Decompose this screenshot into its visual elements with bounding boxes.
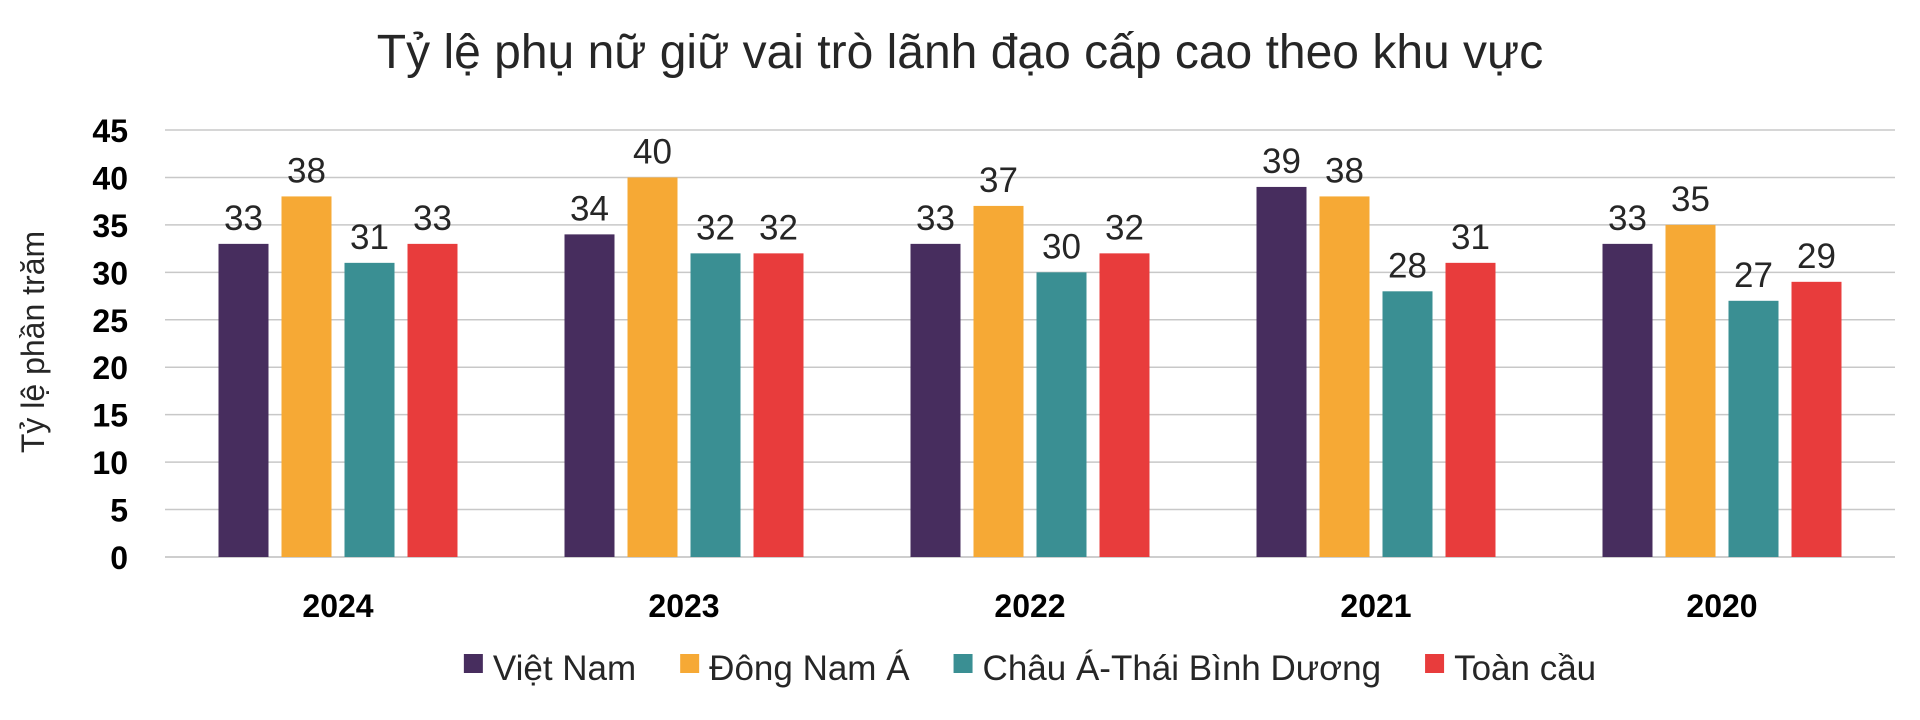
bar — [344, 262, 395, 557]
y-tick-label: 30 — [92, 255, 128, 291]
y-tick-label: 20 — [92, 350, 128, 386]
data-label: 32 — [1105, 208, 1144, 247]
legend-item: Việt Nam — [463, 649, 636, 688]
bar — [1791, 281, 1842, 557]
data-label: 27 — [1734, 256, 1773, 295]
y-tick-label: 5 — [110, 493, 128, 529]
y-tick-label: 10 — [92, 445, 128, 481]
legend-swatch — [953, 654, 973, 673]
bar — [1256, 186, 1307, 557]
bar — [1602, 243, 1653, 557]
data-label: 34 — [570, 189, 609, 228]
data-label: 37 — [979, 161, 1018, 200]
x-tick-label: 2020 — [1686, 588, 1757, 624]
legend-swatch — [463, 654, 483, 673]
legend-item: Đông Nam Á — [680, 649, 910, 688]
bars — [218, 177, 1842, 557]
bar — [753, 253, 804, 557]
bar — [627, 177, 678, 557]
bar — [218, 243, 269, 557]
data-label: 39 — [1262, 142, 1301, 181]
data-label: 28 — [1388, 246, 1427, 285]
bar — [1036, 272, 1087, 557]
bar — [1099, 253, 1150, 557]
y-tick-label: 15 — [92, 398, 128, 434]
data-label: 33 — [1608, 199, 1647, 238]
data-label: 40 — [633, 132, 672, 171]
data-label: 31 — [1451, 218, 1490, 257]
x-tick-label: 2024 — [302, 588, 373, 624]
y-tick-label: 45 — [92, 113, 128, 149]
data-labels: 33 38 31 33 34 40 32 32 33 37 30 32 39 38 28 31 33 35 27 29 — [224, 132, 1836, 294]
x-tick-label: 2023 — [648, 588, 719, 624]
bar — [1382, 291, 1433, 557]
bar — [564, 234, 615, 557]
legend-swatch — [1425, 654, 1445, 673]
legend-item: Châu Á-Thái Bình Dương — [953, 649, 1382, 688]
legend-label: Đông Nam Á — [709, 649, 910, 688]
bar — [690, 253, 741, 557]
y-axis-ticks: 0 5 10 15 20 25 30 35 40 45 — [92, 113, 128, 576]
bar — [1728, 300, 1779, 557]
bar — [281, 196, 332, 557]
x-tick-label: 2021 — [1340, 588, 1411, 624]
data-label: 32 — [696, 208, 735, 247]
y-tick-label: 0 — [110, 540, 128, 576]
data-label: 29 — [1797, 237, 1836, 276]
bar — [1665, 224, 1716, 557]
legend-label: Việt Nam — [493, 649, 636, 688]
data-label: 33 — [916, 199, 955, 238]
legend-label: Toàn cầu — [1454, 649, 1596, 688]
bar — [910, 243, 961, 557]
bar — [973, 205, 1024, 557]
data-label: 30 — [1042, 227, 1081, 266]
y-axis-label: Tỷ lệ phần trăm — [15, 231, 51, 453]
data-label: 31 — [350, 218, 389, 257]
data-label: 38 — [1325, 151, 1364, 190]
data-label: 35 — [1671, 180, 1710, 219]
bar — [407, 243, 458, 557]
x-tick-label: 2022 — [994, 588, 1065, 624]
legend-label: Châu Á-Thái Bình Dương — [983, 649, 1382, 688]
legend-item: Toàn cầu — [1425, 649, 1596, 688]
chart-title: Tỷ lệ phụ nữ giữ vai trò lãnh đạo cấp ca… — [377, 26, 1543, 79]
x-axis-ticks: 2024 2023 2022 2021 2020 — [302, 588, 1757, 624]
data-label: 38 — [287, 151, 326, 190]
y-tick-label: 40 — [92, 160, 128, 196]
data-label: 33 — [224, 199, 263, 238]
bar — [1319, 196, 1370, 557]
data-label: 33 — [413, 199, 452, 238]
data-label: 32 — [759, 208, 798, 247]
y-tick-label: 35 — [92, 208, 128, 244]
y-tick-label: 25 — [92, 303, 128, 339]
legend: Việt Nam Đông Nam Á Châu Á-Thái Bình Dương… — [463, 649, 1596, 688]
bar — [1445, 262, 1496, 557]
legend-swatch — [680, 654, 700, 673]
